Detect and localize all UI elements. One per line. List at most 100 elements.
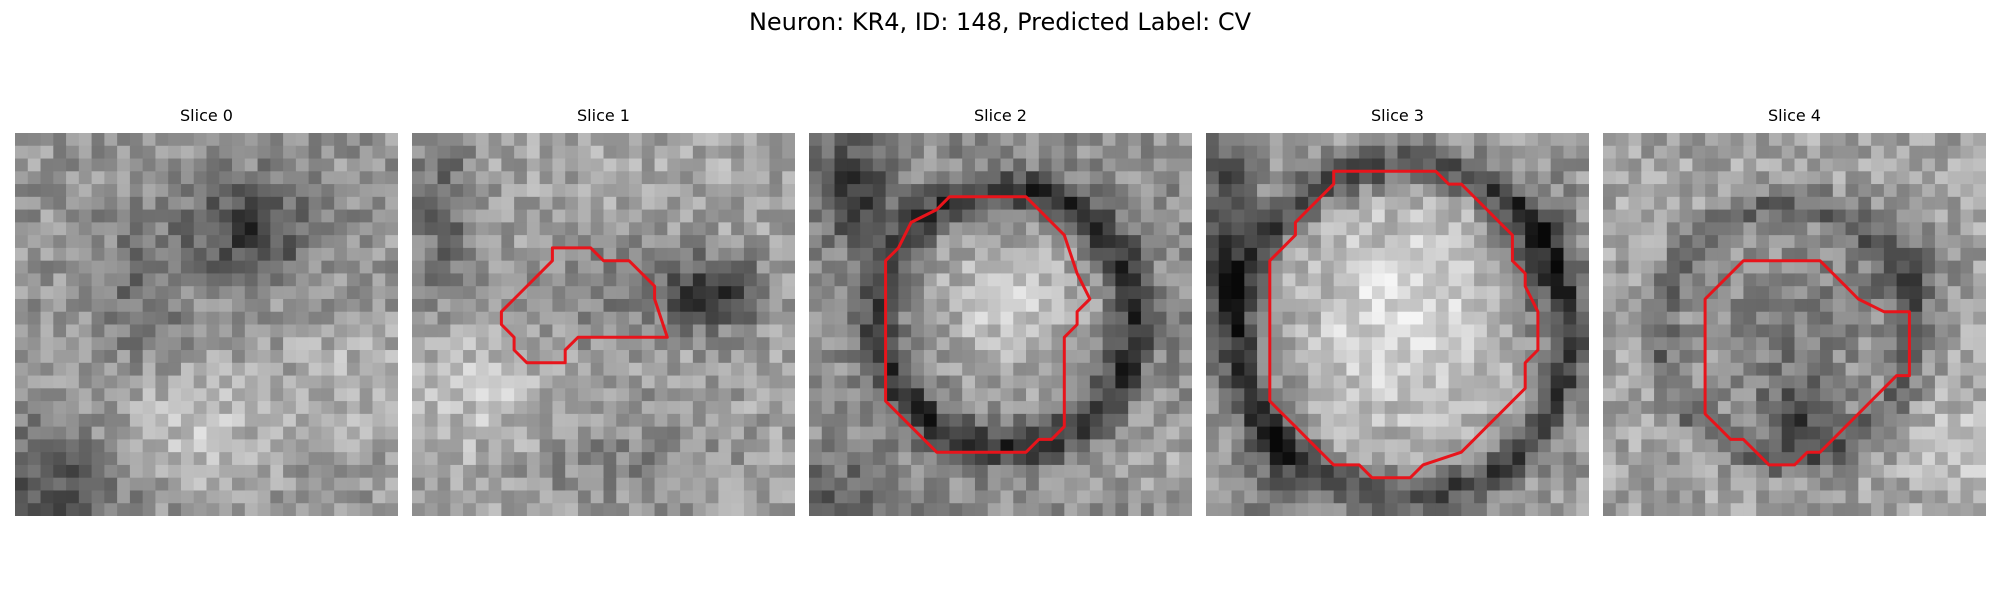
pixel bbox=[680, 362, 694, 377]
pixel bbox=[1486, 375, 1501, 389]
slice-title-2: Slice 2 bbox=[974, 106, 1027, 125]
pixel bbox=[1550, 247, 1565, 262]
pixel bbox=[923, 503, 938, 516]
pixel bbox=[526, 375, 541, 389]
pixel bbox=[834, 286, 848, 300]
pixel bbox=[974, 222, 989, 236]
pixel bbox=[155, 298, 169, 313]
pixel bbox=[731, 439, 745, 453]
pixel bbox=[1807, 184, 1821, 198]
pixel bbox=[1628, 337, 1642, 351]
pixel bbox=[847, 286, 861, 300]
pixel bbox=[1512, 311, 1526, 326]
pixel bbox=[104, 145, 118, 160]
pixel bbox=[680, 235, 694, 249]
pixel bbox=[78, 260, 93, 275]
pixel bbox=[1359, 503, 1373, 516]
pixel bbox=[603, 133, 617, 147]
pixel bbox=[1064, 298, 1078, 313]
pixel bbox=[731, 184, 745, 198]
pixel bbox=[1051, 158, 1065, 172]
pixel bbox=[1909, 439, 1923, 453]
pixel bbox=[1077, 209, 1091, 223]
pixel bbox=[66, 375, 80, 389]
pixel bbox=[987, 247, 1002, 262]
pixel bbox=[1499, 324, 1513, 338]
pixel bbox=[283, 439, 297, 453]
pixel bbox=[168, 413, 182, 428]
pixel bbox=[1051, 337, 1065, 351]
pixel bbox=[718, 260, 732, 275]
pixel bbox=[1410, 273, 1424, 287]
pixel bbox=[1960, 196, 1974, 211]
pixel bbox=[1832, 439, 1847, 453]
pixel bbox=[346, 171, 361, 185]
pixel bbox=[27, 273, 42, 287]
pixel bbox=[321, 337, 335, 351]
pixel bbox=[437, 337, 451, 351]
pixel bbox=[155, 286, 169, 300]
pixel bbox=[359, 350, 374, 364]
pixel bbox=[1448, 350, 1462, 364]
pixel bbox=[1128, 388, 1142, 402]
pixel bbox=[718, 273, 732, 287]
pixel bbox=[1346, 439, 1360, 453]
pixel bbox=[1717, 286, 1732, 300]
pixel bbox=[1218, 388, 1233, 402]
pixel bbox=[1934, 171, 1949, 185]
pixel bbox=[1486, 477, 1501, 492]
pixel bbox=[1973, 464, 1986, 479]
pixel bbox=[1077, 171, 1091, 185]
pixel bbox=[1922, 247, 1936, 262]
pixel bbox=[692, 235, 707, 249]
pixel bbox=[821, 145, 836, 160]
pixel bbox=[1295, 311, 1309, 326]
pixel bbox=[641, 439, 656, 453]
pixel bbox=[15, 286, 29, 300]
pixel bbox=[885, 298, 899, 313]
pixel bbox=[1871, 145, 1885, 160]
pixel bbox=[1499, 477, 1513, 492]
pixel bbox=[1371, 171, 1386, 185]
pixel bbox=[15, 209, 29, 223]
pixel bbox=[1934, 209, 1949, 223]
pixel bbox=[1308, 273, 1322, 287]
pixel bbox=[117, 490, 131, 504]
pixel bbox=[936, 184, 951, 198]
pixel bbox=[1269, 439, 1284, 453]
pixel bbox=[809, 362, 823, 377]
pixel bbox=[1013, 350, 1027, 364]
pixel bbox=[117, 273, 131, 287]
pixel bbox=[1794, 247, 1808, 262]
pixel bbox=[1896, 145, 1910, 160]
pixel bbox=[923, 375, 938, 389]
pixel bbox=[1115, 145, 1129, 160]
pixel bbox=[117, 184, 131, 198]
pixel bbox=[359, 426, 374, 440]
pixel bbox=[1973, 324, 1986, 338]
pixel bbox=[1717, 184, 1732, 198]
pixel bbox=[193, 260, 208, 275]
pixel bbox=[1115, 401, 1129, 415]
pixel bbox=[53, 413, 67, 428]
pixel bbox=[1269, 311, 1284, 326]
pixel bbox=[1179, 337, 1192, 351]
pixel bbox=[680, 426, 694, 440]
pixel bbox=[155, 426, 169, 440]
pixel bbox=[603, 401, 617, 415]
pixel bbox=[1576, 490, 1589, 504]
pixel bbox=[1153, 171, 1168, 185]
pixel bbox=[437, 350, 451, 364]
pixel bbox=[1026, 324, 1040, 338]
pixel bbox=[475, 503, 490, 516]
pixel bbox=[1140, 324, 1155, 338]
pixel bbox=[987, 464, 1002, 479]
pixel bbox=[1371, 388, 1386, 402]
pixel bbox=[539, 439, 554, 453]
pixel bbox=[412, 350, 426, 364]
pixel bbox=[1743, 388, 1757, 402]
pixel bbox=[1295, 439, 1309, 453]
pixel bbox=[78, 401, 93, 415]
pixel bbox=[705, 145, 719, 160]
pixel bbox=[526, 401, 541, 415]
